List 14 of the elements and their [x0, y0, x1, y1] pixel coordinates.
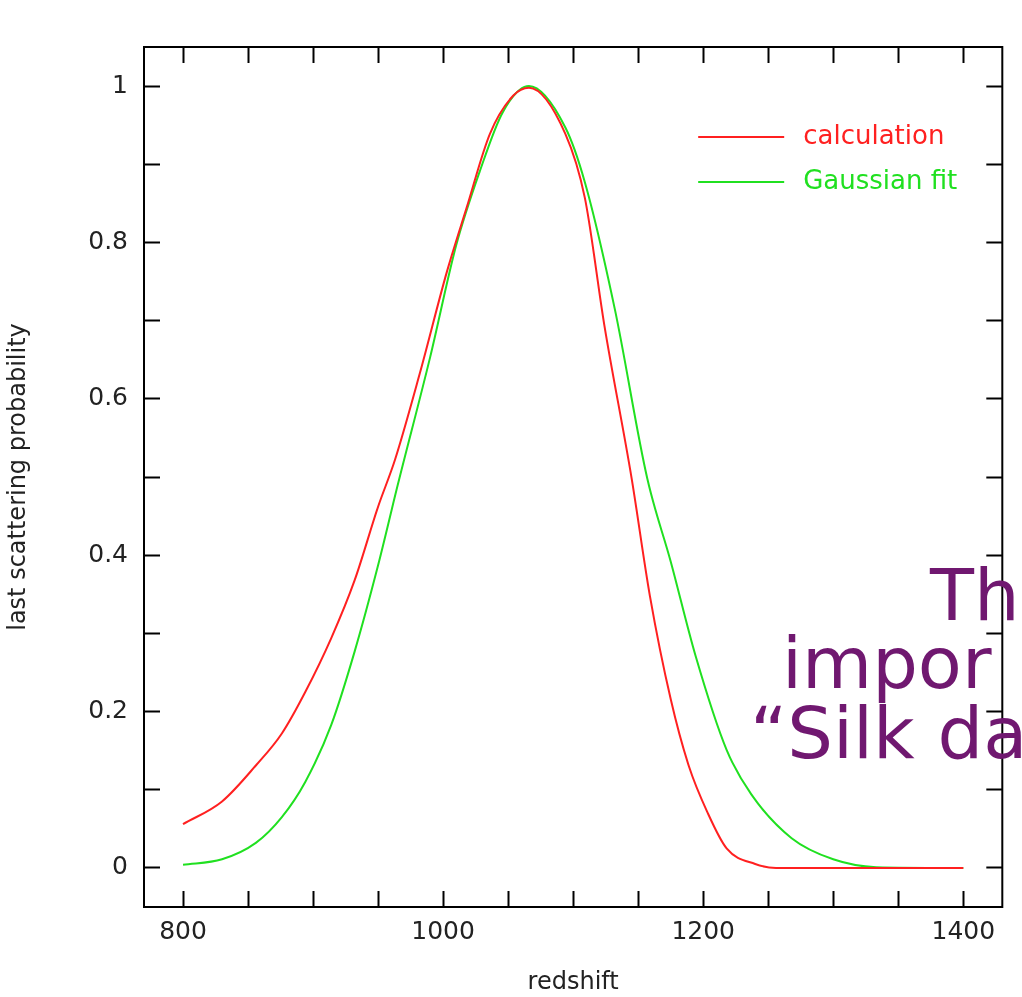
y-tick-label: 0.8: [88, 225, 128, 255]
y-axis-title: last scattering probability: [2, 323, 31, 631]
y-tick-label: 0: [112, 851, 128, 881]
y-tick-label: 0.4: [88, 538, 128, 568]
x-tick-label: 1200: [671, 915, 736, 945]
y-tick-label: 0.6: [88, 382, 128, 412]
x-tick-label: 1400: [931, 915, 996, 945]
legend-label: calculation: [803, 119, 945, 150]
x-axis-title: redshift: [527, 966, 619, 995]
x-tick-label: 1000: [411, 915, 475, 945]
legend-label: Gaussian fit: [803, 164, 958, 195]
x-tick-label: 800: [159, 915, 207, 945]
y-tick-label: 1: [112, 69, 128, 99]
y-tick-label: 0.2: [88, 695, 128, 725]
